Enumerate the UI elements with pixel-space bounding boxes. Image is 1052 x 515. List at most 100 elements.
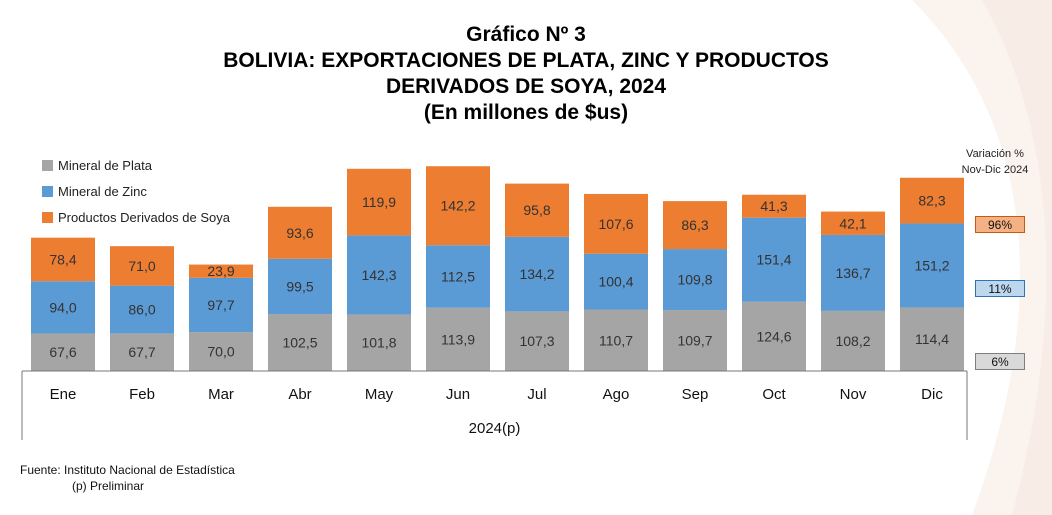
footer-source: Fuente: Instituto Nacional de Estadístic… — [20, 463, 235, 477]
variation-badge-plata: 6% — [975, 353, 1025, 370]
data-label-plata-jul: 107,3 — [519, 333, 554, 349]
data-label-zinc-oct: 151,4 — [756, 252, 791, 268]
legend-label-zinc: Mineral de Zinc — [58, 183, 147, 199]
bar-plata-ago — [584, 309, 648, 371]
data-label-soya-ago: 107,6 — [598, 216, 633, 232]
chart-title: Gráfico Nº 3 BOLIVIA: EXPORTACIONES DE P… — [0, 22, 1052, 126]
bar-soya-dic — [900, 177, 964, 224]
bar-plata-oct — [742, 301, 806, 371]
data-label-zinc-feb: 86,0 — [128, 302, 155, 318]
bar-soya-abr — [268, 206, 332, 259]
x-axis-label: 2024(p) — [469, 420, 521, 437]
legend-item-zinc: Mineral de Zinc — [42, 178, 230, 204]
bar-soya-may — [347, 168, 411, 236]
data-label-soya-sep: 86,3 — [681, 217, 708, 233]
chart-legend: Mineral de Plata Mineral de Zinc Product… — [42, 152, 230, 230]
bar-zinc-ene — [31, 281, 95, 334]
data-label-soya-nov: 42,1 — [839, 215, 866, 231]
data-label-zinc-dic: 151,2 — [914, 257, 949, 273]
data-label-soya-ene: 78,4 — [49, 251, 76, 267]
x-tick-label-nov: Nov — [840, 386, 867, 403]
bar-zinc-sep — [663, 249, 727, 311]
bar-zinc-may — [347, 235, 411, 315]
title-line-2: BOLIVIA: EXPORTACIONES DE PLATA, ZINC Y … — [223, 49, 829, 72]
data-label-soya-mar: 23,9 — [207, 263, 234, 279]
legend-swatch-plata — [42, 159, 53, 171]
data-label-plata-feb: 67,7 — [128, 344, 155, 360]
data-label-plata-oct: 124,6 — [756, 328, 791, 344]
legend-item-plata: Mineral de Plata — [42, 152, 230, 178]
bar-plata-sep — [663, 310, 727, 371]
data-label-zinc-nov: 136,7 — [835, 265, 870, 281]
bar-plata-abr — [268, 314, 332, 371]
data-label-zinc-may: 142,3 — [361, 267, 396, 283]
data-label-soya-abr: 93,6 — [286, 225, 313, 241]
bar-zinc-dic — [900, 223, 964, 308]
x-tick-label-feb: Feb — [129, 386, 155, 403]
data-label-plata-ene: 67,6 — [49, 344, 76, 360]
x-tick-label-jul: Jul — [527, 386, 546, 403]
bar-soya-sep — [663, 201, 727, 250]
data-label-plata-jun: 113,9 — [441, 331, 475, 347]
data-label-soya-may: 119,9 — [362, 194, 396, 210]
variation-badge-zinc: 11% — [975, 280, 1025, 297]
bar-plata-dic — [900, 307, 964, 371]
data-label-zinc-ago: 100,4 — [598, 274, 633, 290]
data-label-plata-may: 101,8 — [361, 335, 396, 351]
x-tick-label-mar: Mar — [208, 386, 234, 403]
bar-soya-nov — [821, 211, 885, 235]
data-label-zinc-abr: 99,5 — [286, 278, 313, 294]
variation-title-line-2: Nov-Dic 2024 — [961, 164, 1029, 176]
bar-soya-oct — [742, 194, 806, 218]
data-label-plata-nov: 108,2 — [835, 333, 870, 349]
bar-soya-ago — [584, 193, 648, 254]
legend-swatch-zinc — [42, 185, 53, 197]
bar-zinc-mar — [189, 277, 253, 333]
variation-title: Variación % Nov-Dic 2024 — [940, 146, 1050, 178]
bar-soya-ene — [31, 237, 95, 282]
data-label-zinc-ene: 94,0 — [49, 299, 76, 315]
data-label-plata-ago: 110,7 — [599, 332, 633, 348]
bar-plata-jun — [426, 307, 490, 371]
bar-plata-mar — [189, 332, 253, 371]
data-label-zinc-sep: 109,8 — [677, 272, 712, 288]
variation-badge-soya: 96% — [975, 216, 1025, 233]
chart-footer: Fuente: Instituto Nacional de Estadístic… — [20, 462, 235, 494]
legend-label-soya: Productos Derivados de Soya — [58, 209, 230, 225]
data-label-soya-jun: 142,2 — [440, 198, 475, 214]
x-tick-label-dic: Dic — [921, 386, 943, 403]
bar-soya-jul — [505, 183, 569, 237]
bar-zinc-ago — [584, 253, 648, 310]
bar-soya-feb — [110, 246, 174, 286]
bar-zinc-jul — [505, 236, 569, 312]
legend-label-plata: Mineral de Plata — [58, 157, 152, 173]
data-label-soya-feb: 71,0 — [128, 258, 155, 274]
data-label-zinc-mar: 97,7 — [207, 297, 234, 313]
data-label-soya-oct: 41,3 — [760, 198, 787, 214]
x-tick-label-jun: Jun — [446, 386, 470, 403]
x-tick-label-sep: Sep — [682, 386, 709, 403]
bar-soya-jun — [426, 166, 490, 246]
bar-soya-mar — [189, 264, 253, 278]
x-tick-label-abr: Abr — [288, 386, 311, 403]
title-line-4: (En millones de $us) — [423, 101, 629, 124]
x-tick-label-oct: Oct — [762, 386, 786, 403]
data-label-plata-mar: 70,0 — [207, 344, 234, 360]
data-label-plata-sep: 109,7 — [677, 333, 712, 349]
data-label-soya-jul: 95,8 — [523, 202, 550, 218]
data-label-zinc-jul: 134,2 — [519, 266, 554, 282]
bar-plata-feb — [110, 333, 174, 371]
legend-item-soya: Productos Derivados de Soya — [42, 204, 230, 230]
x-tick-label-ene: Ene — [50, 386, 77, 403]
bar-plata-ene — [31, 333, 95, 371]
data-label-plata-dic: 114,4 — [915, 331, 949, 347]
bar-plata-may — [347, 314, 411, 371]
data-label-soya-dic: 82,3 — [918, 193, 945, 209]
title-line-1: Gráfico Nº 3 — [466, 23, 586, 46]
bar-zinc-feb — [110, 285, 174, 334]
data-label-plata-abr: 102,5 — [282, 335, 317, 351]
bar-plata-nov — [821, 310, 885, 371]
bar-zinc-abr — [268, 258, 332, 315]
variation-title-line-1: Variación % — [966, 148, 1024, 160]
